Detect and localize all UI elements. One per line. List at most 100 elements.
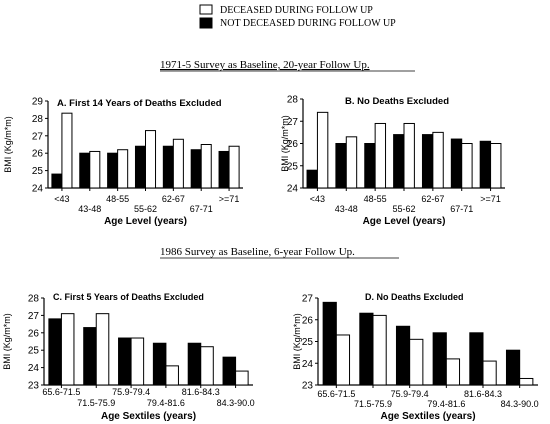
- x-tick-label: 84.3-90.0: [501, 399, 539, 409]
- y-axis-label: BMI (Kg/m*m): [292, 313, 302, 370]
- section-heading-1: 1971-5 Survey as Baseline, 20-year Follo…: [160, 59, 415, 72]
- chart-title: A. First 14 Years of Deaths Excluded: [57, 98, 222, 109]
- bar-deceased: [172, 138, 184, 189]
- chart-a: 24 25 26 27 28 29 <43 43-48 48-55 55-62 62-67 67-71…: [3, 97, 243, 227]
- bar-deceased: [228, 145, 240, 189]
- bar-deceased: [60, 313, 75, 386]
- x-tick-label: 62-67: [421, 194, 444, 204]
- bar-deceased: [130, 337, 145, 386]
- section-heading-2-text: 1986 Survey as Baseline, 6-year Follow U…: [160, 246, 355, 258]
- bar-not-deceased: [469, 332, 484, 386]
- bar-deceased: [482, 360, 497, 386]
- x-tick-label: 71.5-75.9: [77, 398, 115, 408]
- x-tick-label: 62-67: [162, 194, 185, 204]
- bar-deceased: [117, 149, 129, 189]
- x-tick-label: 48-55: [106, 194, 129, 204]
- bar-not-deceased: [395, 325, 411, 386]
- bar-not-deceased: [152, 342, 167, 386]
- x-tick-label: 79.4-81.6: [427, 399, 465, 409]
- x-tick-label: 67-71: [450, 204, 473, 214]
- x-axis-label: Age Level (years): [363, 216, 446, 227]
- bar-not-deceased: [421, 134, 434, 189]
- y-axis-label: BMI (Kg/m*m): [280, 115, 290, 172]
- legend: DECEASED DURING FOLLOW UP NOT DECEASED D…: [199, 4, 396, 29]
- legend-label-not-deceased: NOT DECEASED DURING FOLLOW UP: [220, 18, 396, 29]
- y-tick-label: 29: [32, 97, 44, 108]
- chart-c: 23 24 25 26 27 28 65.6-71.571.5-75.975.9-79.47…: [2, 292, 255, 422]
- bar-deceased: [519, 377, 534, 386]
- bar-deceased: [445, 358, 461, 386]
- x-tick-label: 81.6-84.3: [464, 389, 502, 399]
- x-tick-label: 71.5-75.9: [354, 399, 392, 409]
- chart-title: C. First 5 Years of Deaths Excluded: [53, 292, 204, 302]
- bar-not-deceased: [222, 356, 237, 386]
- legend-label-deceased: DECEASED DURING FOLLOW UP: [220, 5, 373, 16]
- bar-not-deceased: [432, 332, 447, 386]
- y-tick-label: 27: [28, 311, 40, 322]
- bar-deceased: [409, 338, 424, 386]
- x-tick-label: 65.6-71.5: [317, 389, 355, 399]
- chart-title: D. No Deaths Excluded: [365, 292, 464, 302]
- chart-d: 23 24 25 26 27 65.6-71.571.5-75.975.9-79.479.…: [292, 292, 539, 422]
- x-tick-label: >=71: [219, 194, 240, 204]
- y-tick-label: 23: [302, 381, 314, 392]
- y-tick-label: 27: [302, 294, 314, 305]
- x-tick-label: 67-71: [190, 204, 213, 214]
- bar-deceased: [200, 346, 214, 386]
- bar-not-deceased: [479, 140, 492, 189]
- bar-deceased: [316, 111, 329, 189]
- x-tick-label: 55-62: [392, 204, 415, 214]
- y-tick-label: 25: [287, 161, 299, 172]
- bar-not-deceased: [450, 138, 463, 189]
- bar-not-deceased: [187, 342, 202, 386]
- x-tick-label: <43: [310, 194, 325, 204]
- x-tick-label: 55-62: [134, 204, 157, 214]
- y-tick-label: 25: [32, 166, 44, 177]
- y-tick-label: 28: [32, 114, 44, 125]
- x-axis-label: Age Sextiles (years): [101, 411, 196, 422]
- section-heading-1-text: 1971-5 Survey as Baseline, 20-year Follo…: [160, 59, 370, 71]
- y-tick-label: 24: [302, 359, 314, 370]
- x-tick-label: 79.4-81.6: [147, 398, 185, 408]
- bar-not-deceased: [79, 152, 91, 189]
- y-axis-label: BMI (Kg/m*m): [2, 313, 12, 370]
- x-tick-label: 43-48: [78, 204, 101, 214]
- bar-not-deceased: [393, 134, 405, 189]
- bar-deceased: [165, 365, 179, 386]
- bar-not-deceased: [118, 337, 132, 386]
- y-axis-label: BMI (Kg/m*m): [3, 116, 13, 173]
- chart-b: 24 25 26 27 28 <43 43-48 48-55 55-62 62-67 67-71 >=…: [280, 95, 505, 227]
- bar-deceased: [461, 143, 473, 189]
- y-tick-label: 26: [28, 328, 40, 339]
- x-tick-label: 65.6-71.5: [42, 387, 80, 397]
- bar-deceased: [61, 112, 73, 189]
- y-tick-label: 25: [302, 337, 314, 348]
- x-axis-label: Age Level (years): [104, 216, 187, 227]
- bar-not-deceased: [505, 349, 521, 386]
- y-tick-label: 25: [28, 346, 40, 357]
- bar-not-deceased: [335, 143, 347, 189]
- y-tick-label: 28: [287, 95, 299, 106]
- bar-not-deceased: [359, 312, 374, 386]
- legend-swatch-not-deceased: [199, 17, 213, 29]
- bar-deceased: [235, 370, 249, 386]
- bar-not-deceased: [107, 152, 119, 189]
- x-tick-label: 48-55: [364, 194, 387, 204]
- bar-deceased: [372, 314, 387, 386]
- bar-deceased: [403, 122, 415, 189]
- bar-deceased: [145, 130, 157, 189]
- y-tick-label: 26: [287, 139, 299, 150]
- y-tick-label: 26: [32, 149, 44, 160]
- bar-deceased: [95, 313, 110, 386]
- y-tick-label: 27: [287, 117, 299, 128]
- y-tick-label: 24: [32, 184, 44, 195]
- x-tick-label: 81.6-84.3: [182, 387, 220, 397]
- y-tick-label: 24: [28, 363, 40, 374]
- bar-not-deceased: [162, 145, 174, 189]
- x-tick-label: >=71: [480, 194, 501, 204]
- x-tick-label: 75.9-79.4: [391, 389, 429, 399]
- bar-not-deceased: [322, 301, 337, 386]
- bar-not-deceased: [134, 145, 147, 189]
- chart-title: B. No Deaths Excluded: [345, 96, 449, 107]
